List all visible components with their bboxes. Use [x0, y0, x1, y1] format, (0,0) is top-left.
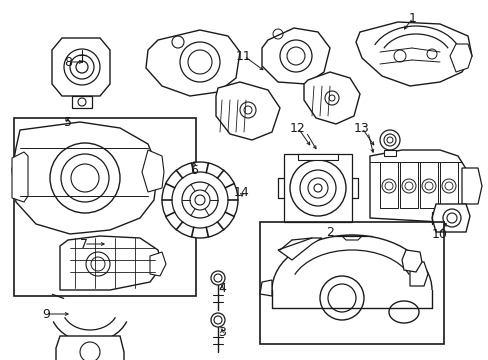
Circle shape: [379, 130, 399, 150]
Polygon shape: [146, 30, 240, 96]
Polygon shape: [150, 252, 165, 276]
Text: 13: 13: [353, 122, 369, 135]
Circle shape: [421, 179, 435, 193]
Polygon shape: [401, 250, 421, 272]
Text: 9: 9: [42, 307, 50, 320]
Text: 7: 7: [80, 238, 88, 251]
Text: 1: 1: [408, 12, 416, 24]
Circle shape: [64, 49, 100, 85]
Circle shape: [240, 102, 256, 118]
Polygon shape: [12, 122, 158, 234]
Circle shape: [50, 143, 120, 213]
Text: 3: 3: [218, 325, 225, 338]
Circle shape: [162, 162, 238, 238]
Ellipse shape: [388, 301, 418, 323]
Polygon shape: [52, 38, 110, 96]
Circle shape: [383, 134, 395, 146]
Polygon shape: [369, 150, 469, 222]
Circle shape: [327, 284, 355, 312]
Circle shape: [442, 209, 460, 227]
Text: 11: 11: [236, 50, 251, 63]
Bar: [419, 162, 437, 208]
Polygon shape: [60, 236, 162, 290]
Circle shape: [182, 182, 218, 218]
Text: 2: 2: [325, 225, 333, 239]
Polygon shape: [262, 28, 329, 84]
Text: 4: 4: [218, 282, 225, 294]
Circle shape: [299, 170, 335, 206]
Text: 10: 10: [431, 228, 447, 240]
Circle shape: [325, 91, 338, 105]
Circle shape: [61, 154, 109, 202]
Polygon shape: [409, 262, 427, 286]
Polygon shape: [72, 96, 92, 108]
Bar: [379, 162, 397, 208]
Circle shape: [441, 179, 455, 193]
Text: 6: 6: [190, 163, 198, 176]
Circle shape: [426, 49, 436, 59]
Polygon shape: [260, 280, 271, 296]
Circle shape: [289, 160, 346, 216]
Text: 12: 12: [289, 122, 305, 135]
Circle shape: [210, 271, 224, 285]
Polygon shape: [304, 72, 359, 124]
Circle shape: [86, 252, 110, 276]
Polygon shape: [341, 236, 361, 240]
Polygon shape: [12, 152, 28, 202]
Bar: [260, 222, 443, 344]
Bar: [284, 154, 351, 222]
Text: 14: 14: [234, 185, 249, 198]
Circle shape: [401, 179, 415, 193]
Polygon shape: [278, 238, 321, 260]
Polygon shape: [383, 150, 395, 156]
Circle shape: [70, 55, 94, 79]
Circle shape: [393, 50, 405, 62]
Polygon shape: [297, 154, 337, 160]
Circle shape: [381, 179, 395, 193]
Polygon shape: [355, 22, 471, 86]
Text: 8: 8: [64, 55, 72, 68]
Polygon shape: [216, 82, 280, 140]
Polygon shape: [461, 168, 481, 204]
Polygon shape: [142, 150, 163, 192]
Bar: [439, 162, 457, 208]
Circle shape: [190, 190, 209, 210]
Text: 5: 5: [64, 116, 72, 129]
Circle shape: [180, 42, 220, 82]
Bar: [399, 162, 417, 208]
Circle shape: [319, 276, 363, 320]
Bar: [14, 118, 196, 296]
Polygon shape: [449, 44, 471, 72]
Polygon shape: [431, 204, 469, 232]
Circle shape: [80, 342, 100, 360]
Polygon shape: [56, 336, 124, 360]
Circle shape: [307, 178, 327, 198]
Circle shape: [210, 313, 224, 327]
Circle shape: [280, 40, 311, 72]
Circle shape: [172, 172, 227, 228]
